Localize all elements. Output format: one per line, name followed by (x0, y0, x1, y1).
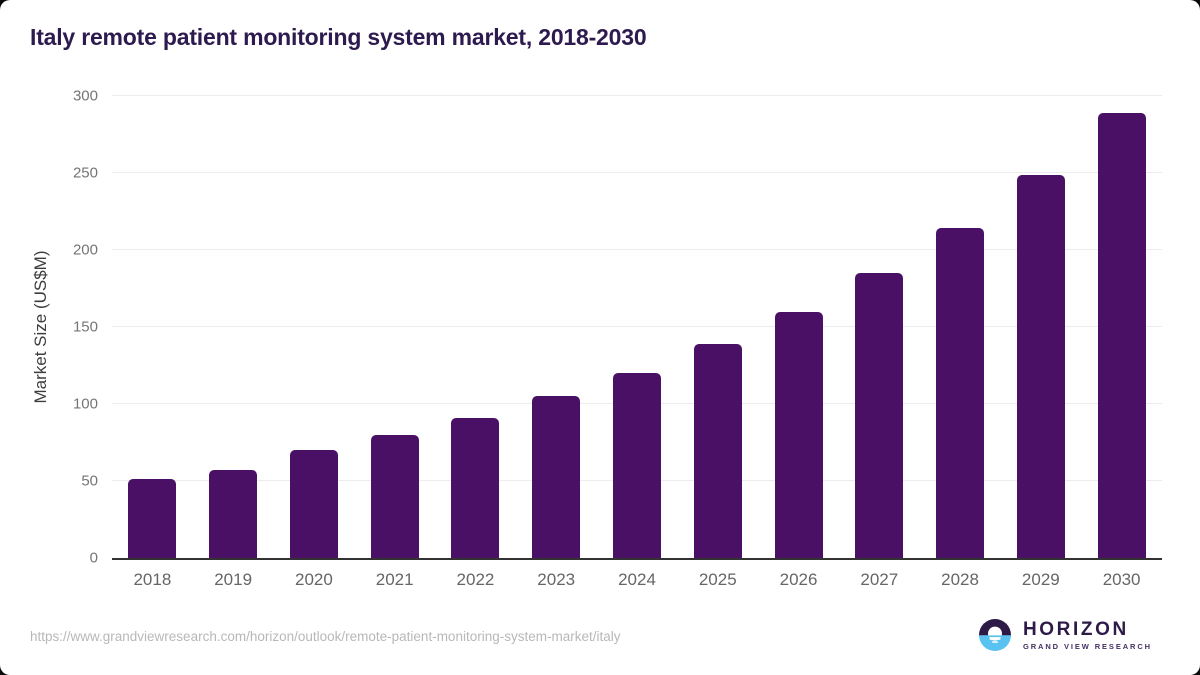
x-tick-label-2021: 2021 (375, 570, 414, 589)
logo-name: HORIZON (1022, 618, 1129, 640)
gridline-300 (112, 95, 1162, 96)
y-tick-label-100: 100 (72, 395, 98, 413)
y-axis-title: Market Size (US$M) (31, 250, 50, 404)
x-tick-label-2027: 2027 (860, 570, 899, 589)
bar-2023 (532, 396, 581, 558)
y-tick-label-0: 0 (89, 549, 98, 567)
bar-2018 (128, 479, 177, 558)
source-url: https://www.grandviewresearch.com/horizo… (30, 629, 621, 644)
logo-text-block: HORIZON GRAND VIEW RESEARCH (1023, 620, 1152, 651)
bar-2030 (1097, 112, 1146, 558)
logo-subtitle: GRAND VIEW RESEARCH (1022, 641, 1152, 651)
x-tick-label-2020: 2020 (295, 570, 333, 589)
bar-2029 (1016, 174, 1065, 558)
y-tick-label-300: 300 (72, 87, 98, 105)
bar-2025 (693, 343, 742, 558)
x-tick-label-2018: 2018 (133, 570, 172, 589)
y-tick-label-50: 50 (81, 472, 98, 490)
gridline-250 (112, 172, 1162, 173)
x-tick-label-2029: 2029 (1021, 570, 1060, 589)
bar-2021 (370, 434, 419, 558)
bar-2024 (613, 373, 661, 558)
bar-2022 (451, 417, 500, 558)
x-tick-label-2026: 2026 (779, 570, 818, 589)
bar-2026 (774, 311, 823, 558)
bar-2027 (855, 273, 904, 558)
y-tick-label-200: 200 (72, 241, 98, 259)
chart-title: Italy remote patient monitoring system m… (30, 24, 647, 50)
y-tick-label-250: 250 (72, 164, 98, 182)
x-tick-label-2025: 2025 (698, 570, 737, 589)
x-tick-label-2030: 2030 (1102, 570, 1141, 589)
bar-2020 (289, 450, 338, 558)
bar-2019 (209, 470, 258, 558)
horizon-logo: HORIZON GRAND VIEW RESEARCH (978, 619, 1152, 651)
x-tick-label-2023: 2023 (537, 570, 576, 589)
gridline-200 (112, 249, 1162, 251)
x-tick-label-2022: 2022 (456, 570, 495, 589)
horizon-sunset-icon (978, 619, 1011, 651)
x-tick-label-2028: 2028 (941, 570, 979, 589)
plot-area: 0 50 100 150 200 250 300 2018 2019 2020 2021 2022 20… (73, 89, 1162, 588)
bar-2028 (936, 228, 985, 558)
x-tick-label-2019: 2019 (214, 570, 253, 589)
y-tick-label-150: 150 (72, 318, 98, 336)
x-tick-label-2024: 2024 (618, 570, 656, 589)
gridline-150 (112, 326, 1162, 327)
